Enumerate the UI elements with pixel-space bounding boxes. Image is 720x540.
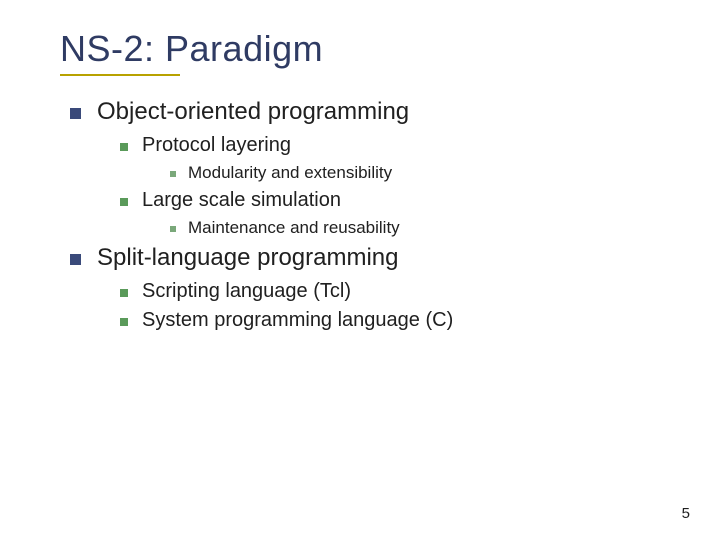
square-bullet-icon [170, 171, 176, 177]
bullet-text: Maintenance and reusability [188, 218, 400, 238]
bullet-text: Scripting language (Tcl) [142, 280, 351, 303]
bullet-text: Protocol layering [142, 134, 291, 157]
bullet-l3-modularity: Modularity and extensibility [170, 163, 660, 183]
page-number: 5 [682, 505, 690, 522]
bullet-l2-largescale: Large scale simulation [120, 189, 660, 212]
slide-title: NS-2: Paradigm [60, 28, 660, 70]
bullet-l2-protocol: Protocol layering [120, 134, 660, 157]
square-bullet-icon [120, 143, 128, 151]
bullet-l2-tcl: Scripting language (Tcl) [120, 280, 660, 303]
square-bullet-icon [70, 108, 81, 119]
square-bullet-icon [170, 226, 176, 232]
bullet-text: Modularity and extensibility [188, 163, 392, 183]
title-underline [60, 74, 180, 76]
bullet-text: Split-language programming [97, 244, 399, 272]
square-bullet-icon [70, 254, 81, 265]
bullet-l1-splitlang: Split-language programming [70, 244, 660, 272]
bullet-text: System programming language (C) [142, 309, 453, 332]
bullet-l3-maintenance: Maintenance and reusability [170, 218, 660, 238]
bullet-text: Object-oriented programming [97, 98, 409, 126]
bullet-text: Large scale simulation [142, 189, 341, 212]
bullet-l2-c: System programming language (C) [120, 309, 660, 332]
bullet-l1-oop: Object-oriented programming [70, 98, 660, 126]
square-bullet-icon [120, 318, 128, 326]
slide: NS-2: Paradigm Object-oriented programmi… [0, 0, 720, 540]
square-bullet-icon [120, 289, 128, 297]
square-bullet-icon [120, 198, 128, 206]
